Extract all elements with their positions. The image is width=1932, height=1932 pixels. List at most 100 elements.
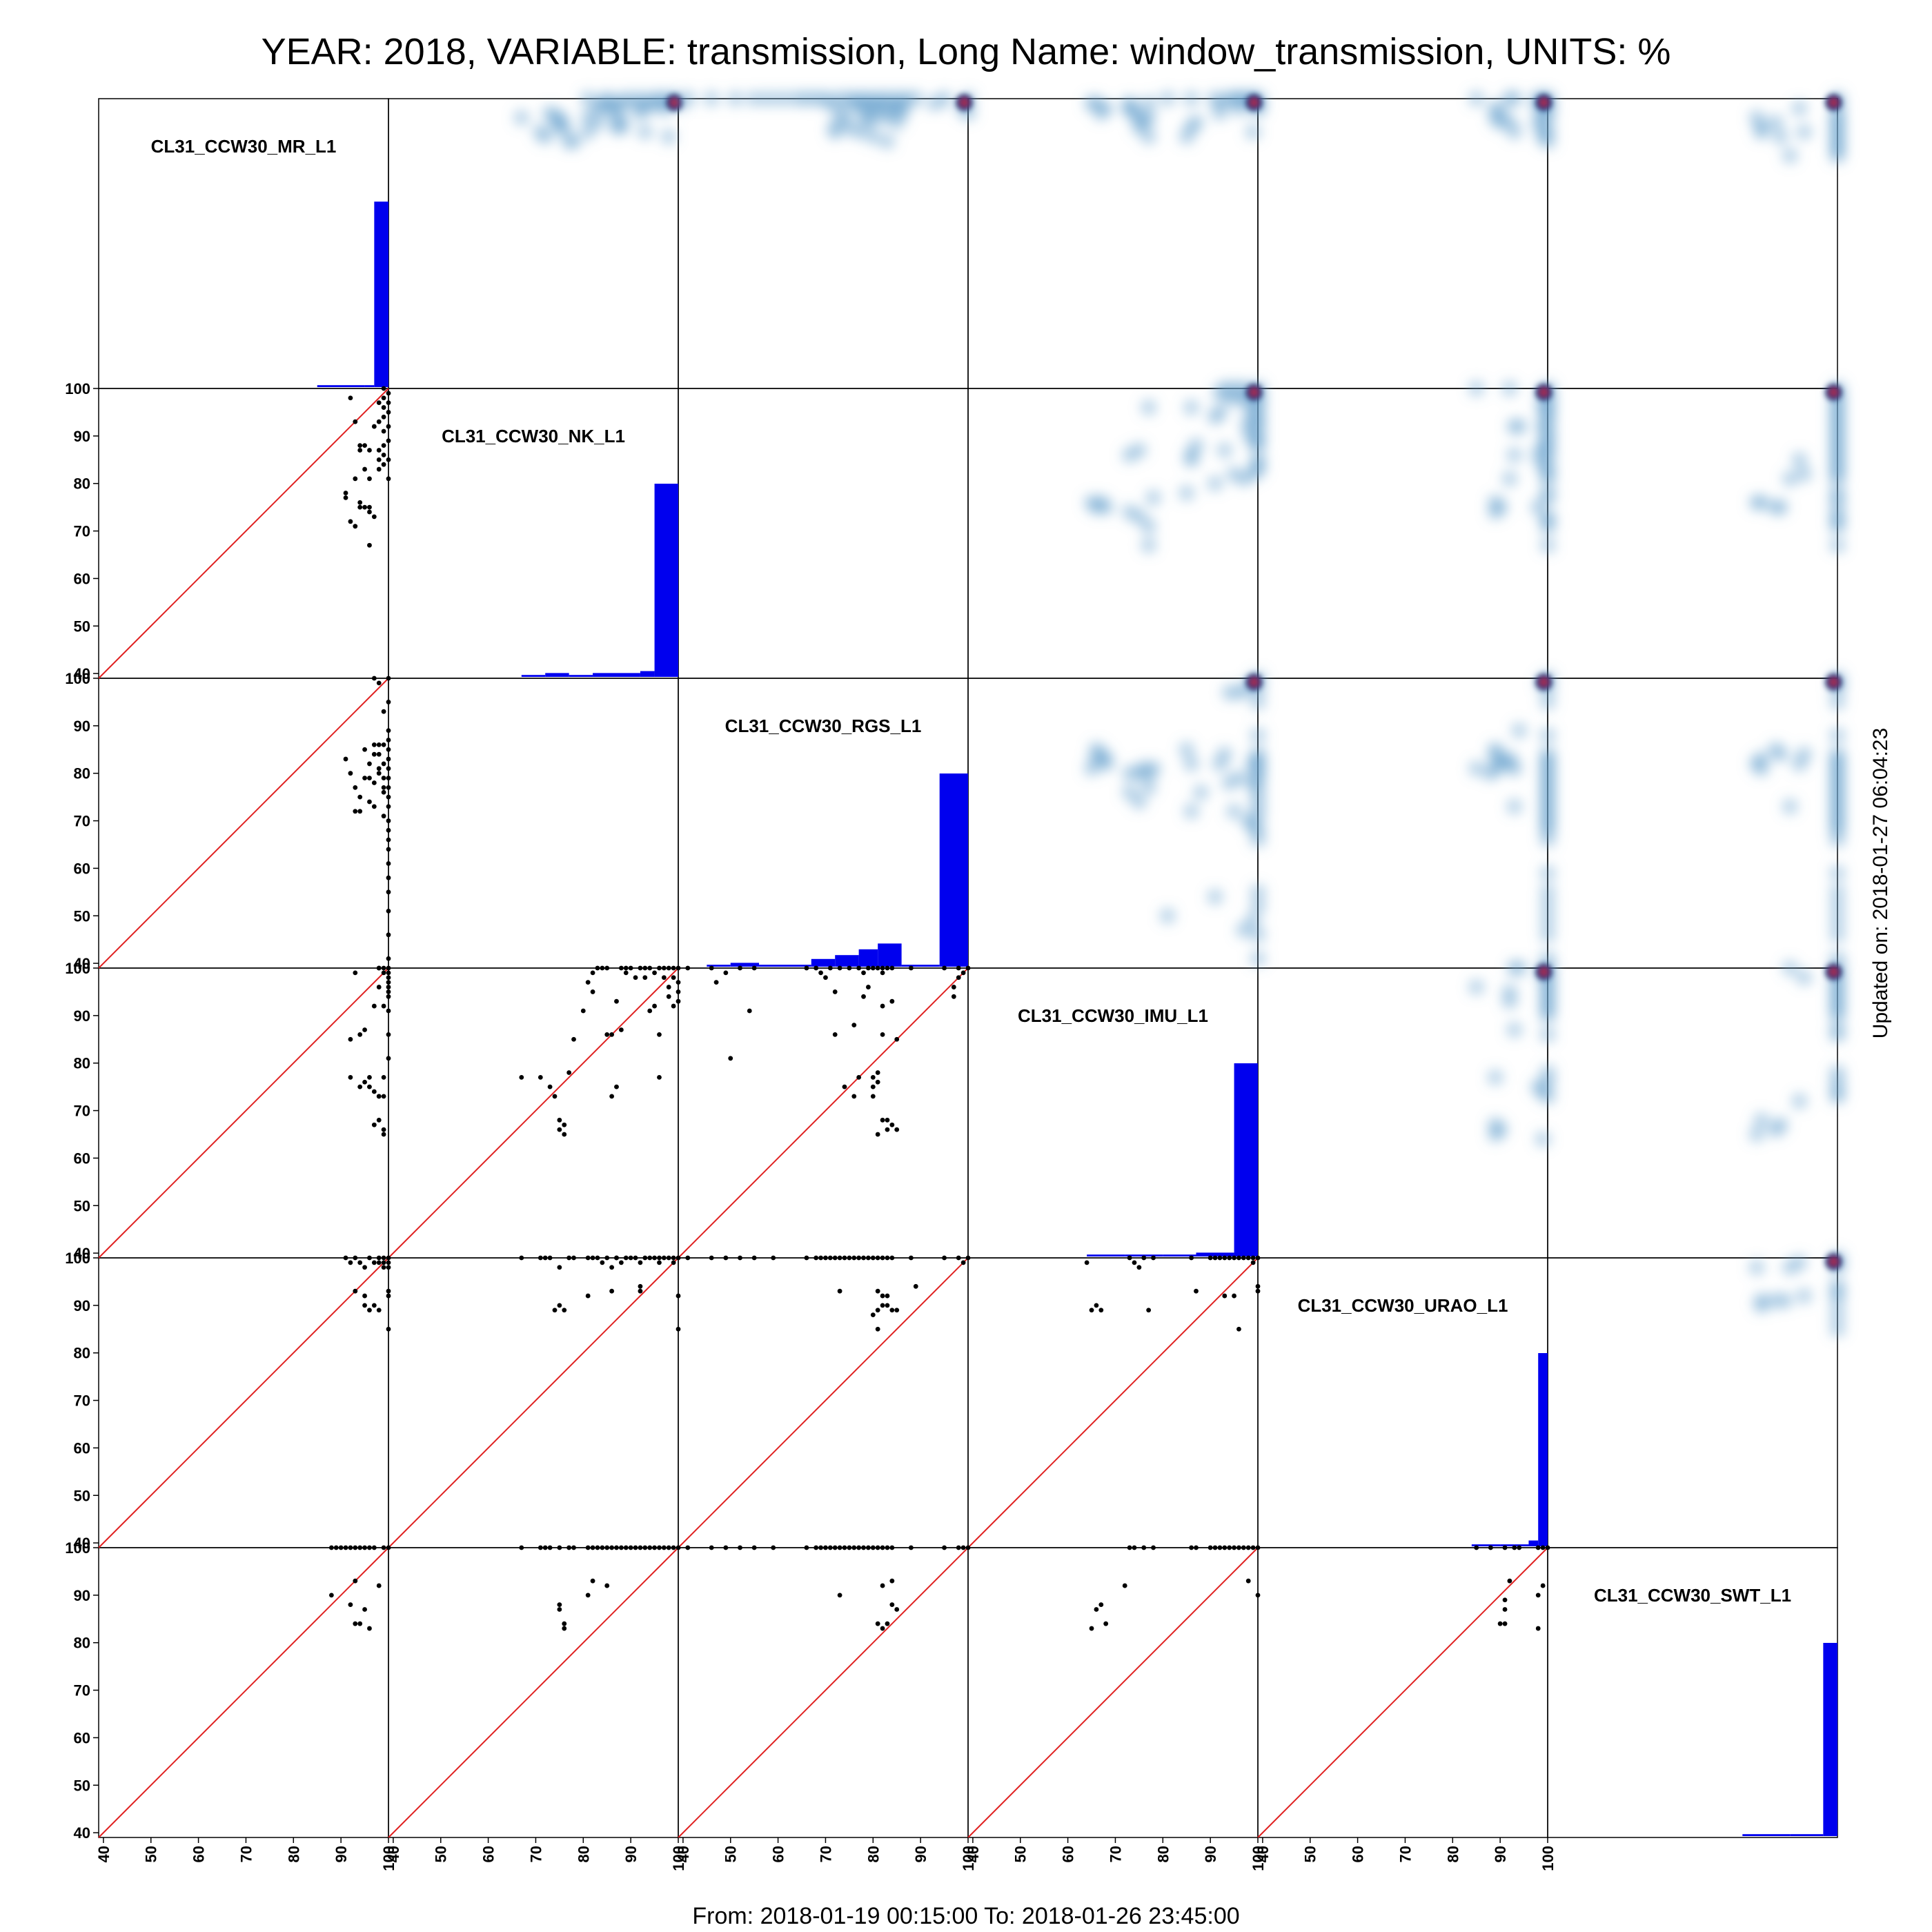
scatter-point: [1132, 1545, 1137, 1550]
scatter-point: [880, 1545, 885, 1550]
scatter-panel-4-3: [967, 1255, 1261, 1548]
scatter-point: [1255, 1545, 1261, 1550]
density-blob: [1506, 1022, 1522, 1038]
y-tick-label: 100: [65, 1539, 90, 1557]
scatter-point: [547, 1084, 553, 1090]
density-blob: [1830, 727, 1845, 743]
scatter-point: [562, 1122, 567, 1127]
y-tick-label: 40: [74, 1245, 90, 1262]
scatter-point: [960, 1260, 966, 1265]
scatter-point: [1141, 1545, 1147, 1550]
density-blob: [680, 91, 696, 106]
density-blob: [1208, 91, 1223, 106]
scatter-point: [851, 1255, 857, 1261]
scatter-point: [885, 1117, 890, 1123]
scatter-point: [866, 965, 871, 971]
scatter-point: [1089, 1308, 1094, 1313]
density-blob: [1830, 1022, 1845, 1038]
scatter-point: [1222, 1293, 1228, 1299]
scatter-point: [889, 1308, 895, 1313]
scatter-point: [609, 1288, 615, 1294]
density-panel-4-5: [1748, 1250, 1845, 1337]
scatter-point: [362, 1293, 367, 1299]
scatter-point: [376, 680, 382, 686]
y-tick-label: 80: [74, 1345, 90, 1362]
scatter-point: [814, 965, 819, 971]
scatter-point: [376, 771, 382, 776]
scatter-point: [1517, 1545, 1522, 1550]
density-blob: [832, 91, 848, 106]
scatter-point: [562, 1132, 567, 1137]
density-blob: [775, 91, 791, 106]
scatter-point: [951, 985, 956, 989]
density-blob: [1179, 742, 1194, 758]
x-tick-label: 40: [675, 1846, 692, 1862]
scatter-panel-5-4: [1257, 1545, 1550, 1838]
density-blob: [1088, 500, 1104, 515]
scatter-point: [381, 785, 386, 790]
panel-frame-0-4: [1257, 98, 1548, 389]
panel-frame-1-3: [967, 388, 1259, 679]
scatter-point: [880, 1583, 885, 1588]
scatter-point: [771, 1545, 776, 1550]
scatter-point: [1136, 1265, 1142, 1270]
scatter-point: [652, 1003, 657, 1009]
density-center: [1540, 388, 1548, 396]
density-blob: [1231, 770, 1247, 786]
x-tick-label: 90: [1492, 1846, 1509, 1862]
scatter-point: [647, 965, 653, 971]
scatter-point: [353, 809, 358, 814]
scatter-point: [604, 1583, 610, 1588]
histogram-bar-cl31-ccw30-urao-l1-3: [1528, 1540, 1539, 1546]
variable-label-cl31-ccw30-imu-l1: CL31_CCW30_IMU_L1: [1018, 1005, 1208, 1026]
density-center: [1540, 99, 1548, 106]
scatter-point: [866, 1255, 871, 1261]
scatter-point: [376, 1260, 382, 1265]
scatter-point: [661, 975, 667, 980]
density-panel-1-3: [1084, 381, 1265, 553]
scatter-point: [638, 1288, 643, 1294]
scatter-point: [585, 980, 591, 985]
density-blob: [1506, 447, 1522, 463]
scatter-point: [870, 1084, 876, 1090]
histogram-bar-cl31-ccw30-swt-l1-0: [1742, 1834, 1791, 1836]
scatter-point: [519, 1074, 524, 1080]
scatter-point: [661, 1255, 667, 1261]
scatter-point: [827, 1255, 833, 1261]
y-tick-label: 50: [74, 1197, 90, 1214]
y-tick-label: 40: [74, 955, 90, 972]
scatter-point: [1141, 1255, 1147, 1261]
scatter-point: [942, 1255, 947, 1261]
scatter-point: [889, 965, 895, 971]
panel-frame-0-5: [1547, 98, 1838, 389]
scatter-point: [709, 1545, 714, 1550]
scatter-point: [590, 1578, 595, 1584]
x-tick-label: 70: [1397, 1846, 1414, 1862]
y-tick-label: 50: [74, 618, 90, 635]
scatter-panel-4-1: [388, 1255, 681, 1548]
density-blob: [1748, 1259, 1764, 1275]
histogram-bar-cl31-ccw30-imu-l1-0: [1087, 1254, 1125, 1256]
density-blob: [542, 105, 558, 121]
scatter-point: [614, 998, 619, 1004]
density-blob: [1468, 979, 1484, 995]
scatter-point: [942, 965, 947, 971]
histogram-bar-cl31-ccw30-rgs-l1-3: [811, 958, 836, 967]
scatter-point: [585, 1293, 591, 1299]
scatter-point: [870, 1094, 876, 1099]
scatter-point: [367, 504, 372, 510]
scatter-point: [875, 1070, 880, 1075]
density-blob: [1791, 100, 1807, 116]
scatter-point: [362, 1079, 367, 1085]
density-blob: [1250, 951, 1265, 967]
density-center: [1250, 388, 1258, 396]
one-to-one-line: [388, 967, 679, 1259]
scatter-point: [386, 889, 391, 895]
scatter-point: [709, 1255, 714, 1261]
scatter-point: [666, 1545, 671, 1550]
scatter-point: [357, 794, 363, 800]
scatter-point: [386, 956, 391, 961]
scatter-point: [386, 728, 391, 733]
density-panel-2-3: [1084, 671, 1265, 967]
scatter-point: [1208, 1545, 1213, 1550]
